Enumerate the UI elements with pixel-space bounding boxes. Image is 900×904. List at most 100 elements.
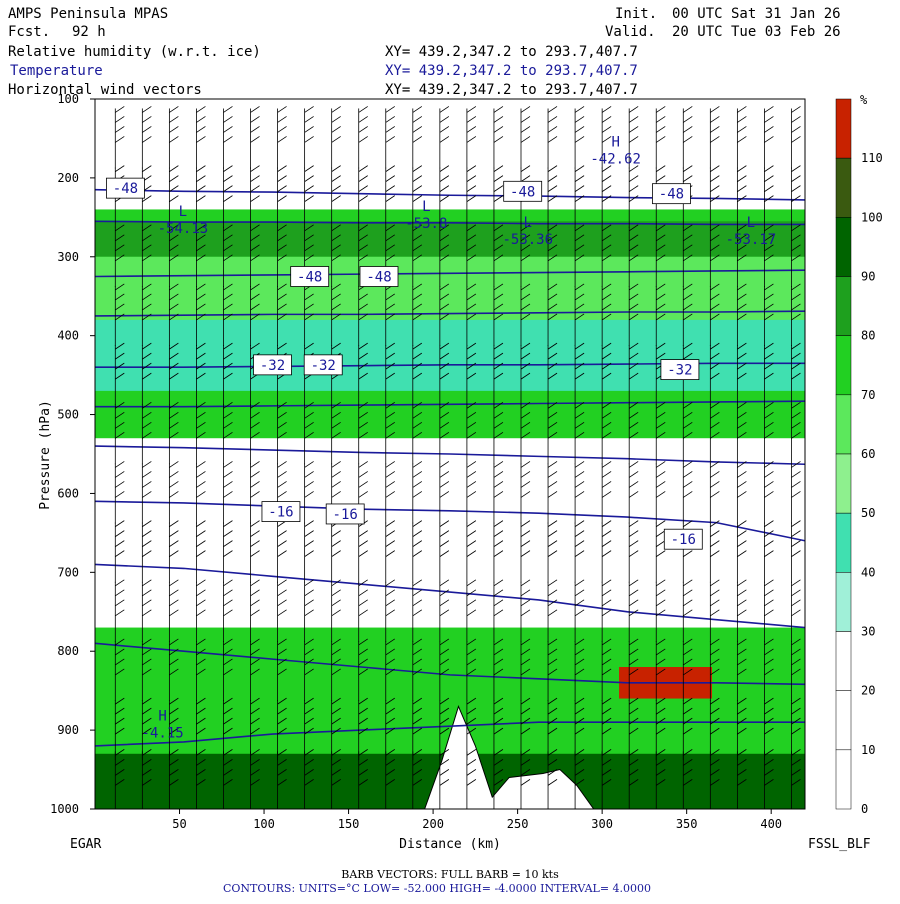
barb-flag [547, 283, 558, 291]
barb-17-8 [574, 579, 585, 642]
barb-flag [710, 175, 720, 182]
barb-flag [710, 352, 720, 360]
barb-flag [169, 106, 179, 113]
barb-flag [493, 175, 504, 182]
barb-12-6 [439, 461, 450, 524]
barb-flag [683, 638, 693, 646]
barb-16-8 [547, 579, 558, 642]
barb-flag [710, 244, 720, 252]
barb-flag [547, 717, 558, 725]
contour-label-6: -32 [311, 358, 336, 374]
barb-flag [412, 579, 423, 587]
barb-flag [250, 431, 260, 439]
barb-flag [250, 224, 260, 232]
barb-flag [439, 352, 450, 360]
barb-17-2 [574, 224, 585, 287]
barb-flag [466, 727, 477, 735]
barb-flag [169, 759, 179, 766]
barb-flag [466, 401, 477, 409]
barb-flag [169, 769, 179, 776]
barb-flag [439, 697, 450, 705]
barb-flag [574, 599, 585, 607]
barb-flag [169, 471, 179, 478]
barb-flag [466, 195, 477, 202]
barb-flag [547, 254, 558, 262]
contour-label-8: -16 [268, 505, 293, 521]
barb-7-11 [304, 749, 314, 809]
barb-13-2 [466, 224, 477, 287]
barb-flag [304, 254, 314, 262]
barb-flag [115, 638, 125, 646]
barb-25-7 [791, 520, 801, 583]
barb-flag [547, 697, 558, 705]
barb-flag [764, 471, 774, 478]
barb-flag [764, 550, 774, 557]
barb-17-7 [574, 520, 585, 583]
barb-flag [574, 648, 585, 656]
barb-flag [547, 589, 558, 597]
barb-flag [169, 431, 179, 439]
barb-24-11 [764, 749, 774, 809]
barb-flag [250, 658, 260, 666]
barb-flag [520, 550, 531, 557]
barb-flag [412, 126, 423, 133]
barb-20-11 [655, 749, 666, 809]
barb-flag [223, 372, 233, 380]
barb-21-8 [682, 579, 693, 642]
barb-0-6 [114, 461, 125, 524]
barb-flag [277, 254, 287, 262]
barb-flag [412, 461, 423, 468]
barb-flag [628, 717, 639, 725]
barb-flag [439, 540, 450, 547]
extremum-value-4: -53.17 [726, 232, 777, 248]
barb-flag [331, 234, 341, 242]
barb-flag [331, 481, 341, 488]
barb-flag [466, 648, 477, 656]
barb-flag [277, 195, 287, 202]
barb-flag [358, 313, 368, 321]
barb-flag [656, 234, 666, 242]
barb-flag [250, 116, 260, 123]
barb-flag [304, 658, 314, 666]
barb-flag [656, 313, 666, 321]
y-tick-label-6: 700 [57, 565, 79, 579]
barb-flag [223, 106, 233, 113]
barb-flag [737, 126, 747, 133]
barb-flag [737, 658, 747, 666]
barb-flag [764, 668, 774, 676]
barb-flag [764, 540, 774, 547]
barb-flag [439, 727, 450, 735]
barb-flag [412, 609, 423, 617]
barb-flag [791, 609, 801, 617]
barb-flag [142, 224, 152, 232]
barb-13-6 [466, 461, 477, 524]
barb-8-11 [331, 749, 341, 809]
barb-flag [250, 175, 260, 182]
barb-flag [520, 293, 531, 301]
barb-flag [520, 234, 531, 242]
barb-flag [764, 401, 774, 409]
barb-flag [493, 303, 504, 311]
barb-flag [169, 589, 179, 597]
barb-flag [142, 401, 152, 409]
barb-flag [683, 461, 693, 468]
barb-flag [601, 550, 612, 557]
barb-1-6 [141, 461, 152, 524]
barb-flag [574, 421, 585, 429]
barb-flag [142, 717, 152, 725]
barb-flag [169, 116, 179, 123]
barb-flag [331, 303, 341, 311]
colorbar-label-6: 50 [861, 506, 875, 520]
barb-flag [493, 717, 504, 725]
barb-flag [466, 244, 477, 252]
barb-21-5 [682, 401, 693, 465]
barb-flag [250, 759, 260, 766]
barb-flag [142, 707, 152, 715]
barb-flag [385, 481, 395, 488]
barb-7-6 [304, 461, 314, 524]
barb-flag [304, 609, 314, 617]
barb-flag [115, 431, 125, 439]
barb-flag [764, 727, 774, 735]
barb-22-10 [709, 697, 720, 761]
barb-10-4 [385, 342, 395, 406]
